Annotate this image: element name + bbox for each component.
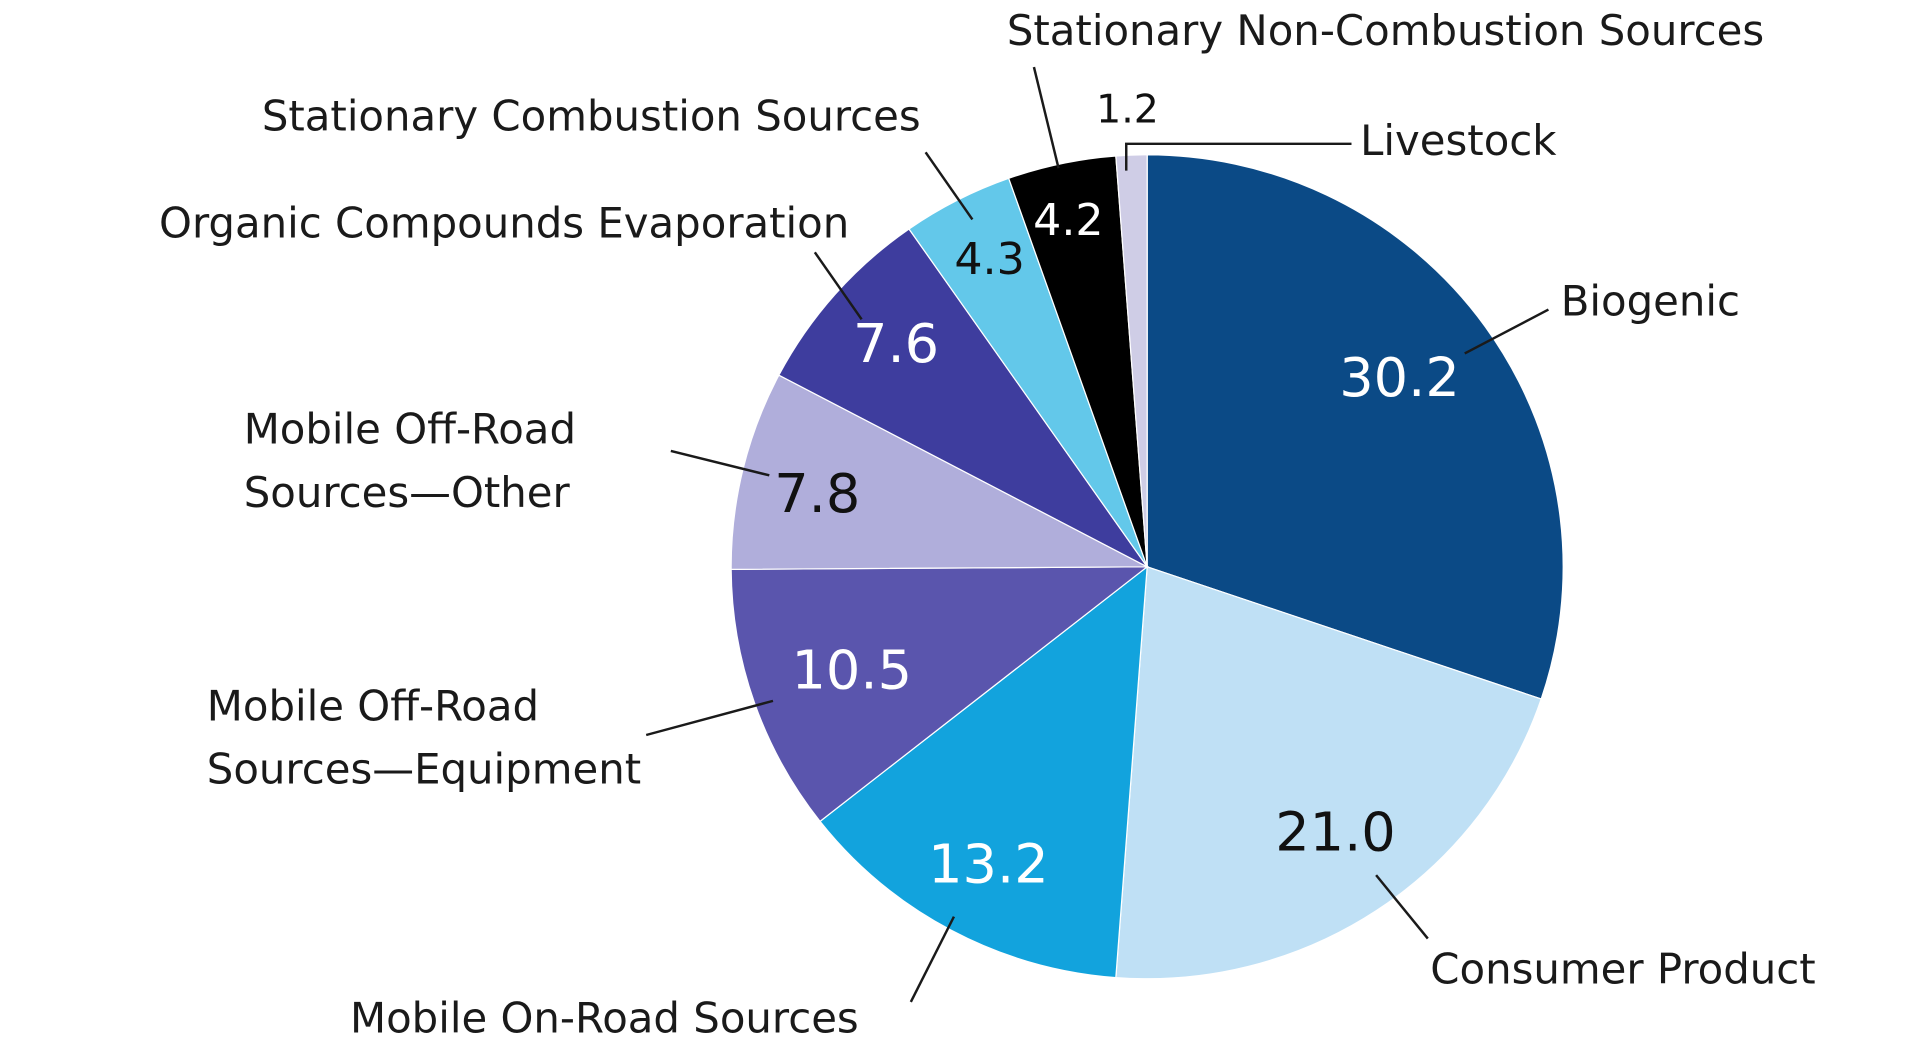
slice-label: Livestock <box>1360 116 1556 165</box>
label-line: Sources—Other <box>244 468 571 517</box>
leader-line <box>670 449 770 477</box>
pie-slice <box>819 565 1148 979</box>
pie-slice <box>1115 154 1148 567</box>
leader-line <box>1375 874 1429 940</box>
value-label: 21.0 <box>1275 801 1396 864</box>
leader-line <box>909 916 956 1003</box>
label-line: Sources—Equipment <box>207 745 641 794</box>
value-label: 13.2 <box>928 833 1049 896</box>
slice-label: Mobile Off-Road Sources—Other <box>244 405 576 517</box>
value-label: 10.5 <box>791 639 912 702</box>
leader-line <box>1125 142 1352 171</box>
slice-label: Mobile On-Road Sources <box>350 994 859 1043</box>
value-label: 1.2 <box>1096 88 1159 133</box>
value-label: 30.2 <box>1339 346 1460 409</box>
label-line: Mobile Off-Road <box>244 405 576 454</box>
pie-slice <box>778 228 1148 568</box>
value-label: 7.6 <box>853 312 939 375</box>
slice-label: Stationary Combustion Sources <box>262 92 921 141</box>
leader-line <box>813 251 863 321</box>
pie-slice <box>1146 154 1564 700</box>
slice-label: Organic Compounds Evaporation <box>159 199 849 248</box>
leader-line <box>1032 66 1060 169</box>
leader-line <box>924 151 974 221</box>
label-line: Mobile Off-Road <box>207 682 539 731</box>
slice-label: Consumer Product <box>1430 945 1815 994</box>
pie-slice <box>1115 565 1542 980</box>
slice-label: Stationary Non-Combustion Sources <box>1007 6 1764 55</box>
value-label: 4.3 <box>954 234 1024 285</box>
value-label: 7.8 <box>774 462 860 525</box>
slice-label: Biogenic <box>1561 277 1740 326</box>
value-label: 4.2 <box>1033 195 1103 246</box>
leader-line <box>645 699 774 737</box>
leader-line <box>1464 308 1550 355</box>
pie-slice <box>730 566 1149 823</box>
slice-label: Mobile Off-Road Sources—Equipment <box>207 682 641 794</box>
